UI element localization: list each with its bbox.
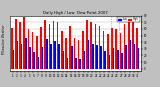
Bar [117, 50, 119, 69]
Bar [136, 28, 138, 69]
Bar [95, 24, 96, 69]
Bar [17, 41, 18, 69]
Bar [88, 39, 89, 69]
Bar [38, 57, 39, 69]
Bar [32, 32, 33, 69]
Bar [67, 58, 68, 69]
Bar [46, 39, 48, 69]
Bar [50, 44, 52, 69]
Bar [115, 29, 117, 69]
Bar [44, 20, 46, 69]
Bar [12, 50, 14, 69]
Text: Milwaukee Weather: Milwaukee Weather [2, 24, 6, 54]
Bar [25, 37, 27, 69]
Bar [54, 41, 56, 69]
Bar [33, 52, 35, 69]
Bar [134, 44, 135, 69]
Bar [53, 21, 54, 69]
Bar [138, 48, 140, 69]
Bar [96, 45, 98, 69]
Bar [57, 22, 59, 69]
Bar [65, 37, 67, 69]
Bar [125, 45, 127, 69]
Bar [21, 44, 22, 69]
Bar [129, 39, 131, 69]
Bar [59, 44, 60, 69]
Bar [120, 33, 121, 69]
Bar [82, 31, 84, 69]
Bar [107, 34, 109, 69]
Bar [100, 46, 102, 69]
Bar [74, 37, 75, 69]
Bar [124, 24, 125, 69]
Bar [63, 51, 64, 69]
Bar [99, 26, 100, 69]
Bar [92, 44, 93, 69]
Legend: Low, High: Low, High [117, 17, 140, 22]
Bar [84, 51, 85, 69]
Bar [42, 48, 43, 69]
Bar [104, 51, 106, 69]
Bar [109, 55, 110, 69]
Bar [29, 48, 31, 69]
Bar [69, 26, 71, 69]
Bar [15, 19, 17, 69]
Bar [103, 31, 104, 69]
Bar [78, 39, 79, 69]
Bar [36, 36, 38, 69]
Bar [11, 28, 12, 69]
Bar [71, 46, 73, 69]
Bar [79, 59, 81, 69]
Bar [75, 58, 77, 69]
Bar [121, 53, 123, 69]
Bar [128, 20, 129, 69]
Bar [86, 20, 88, 69]
Bar [113, 48, 114, 69]
Title: Daily High / Low  Dew Point 2007: Daily High / Low Dew Point 2007 [43, 11, 108, 15]
Bar [90, 22, 92, 69]
Bar [19, 22, 21, 69]
Bar [48, 24, 50, 69]
Bar [132, 22, 134, 69]
Bar [111, 28, 113, 69]
Bar [24, 17, 25, 69]
Bar [61, 31, 63, 69]
Bar [28, 29, 29, 69]
Bar [40, 27, 42, 69]
